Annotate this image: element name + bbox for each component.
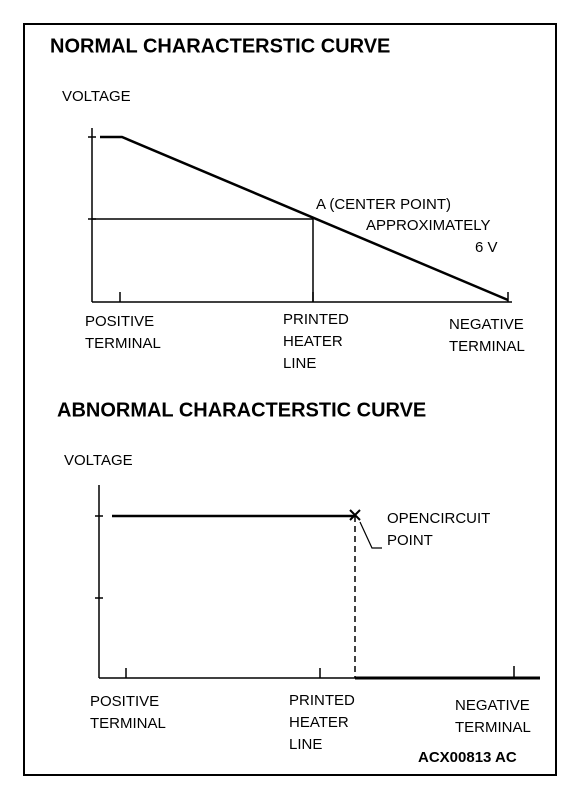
abnormal-title: ABNORMAL CHARACTERSTIC CURVE	[57, 399, 426, 421]
normal-curve	[100, 135, 509, 302]
x-label: PRINTED	[283, 311, 349, 328]
x-label: HEATER	[289, 714, 349, 731]
annotation: 6 V	[475, 239, 498, 256]
x-label: LINE	[283, 355, 316, 372]
center-guide	[92, 218, 314, 302]
leader-line	[359, 521, 382, 549]
x-label: TERMINAL	[90, 715, 166, 732]
x-label: TERMINAL	[85, 335, 161, 352]
figure-code: ACX00813 AC	[418, 749, 517, 766]
x-label: TERMINAL	[455, 719, 531, 736]
x-label: POSITIVE	[90, 693, 159, 710]
y-axis-label: VOLTAGE	[62, 88, 131, 105]
annotation: APPROXIMATELY	[366, 217, 490, 234]
normal-title: NORMAL CHARACTERSTIC CURVE	[50, 35, 390, 57]
x-label: LINE	[289, 736, 322, 753]
frame	[23, 23, 557, 776]
x-label: NEGATIVE	[455, 697, 530, 714]
abnormal-axes	[95, 485, 515, 679]
x-label: NEGATIVE	[449, 316, 524, 333]
x-label: POSITIVE	[85, 313, 154, 330]
x-label: PRINTED	[289, 692, 355, 709]
x-label: HEATER	[283, 333, 343, 350]
open-circuit-marker	[349, 509, 361, 521]
y-axis-label: VOLTAGE	[64, 452, 133, 469]
annotation: A (CENTER POINT)	[316, 196, 451, 213]
x-label: TERMINAL	[449, 338, 525, 355]
annotation: OPENCIRCUIT	[387, 510, 490, 527]
annotation: POINT	[387, 532, 433, 549]
